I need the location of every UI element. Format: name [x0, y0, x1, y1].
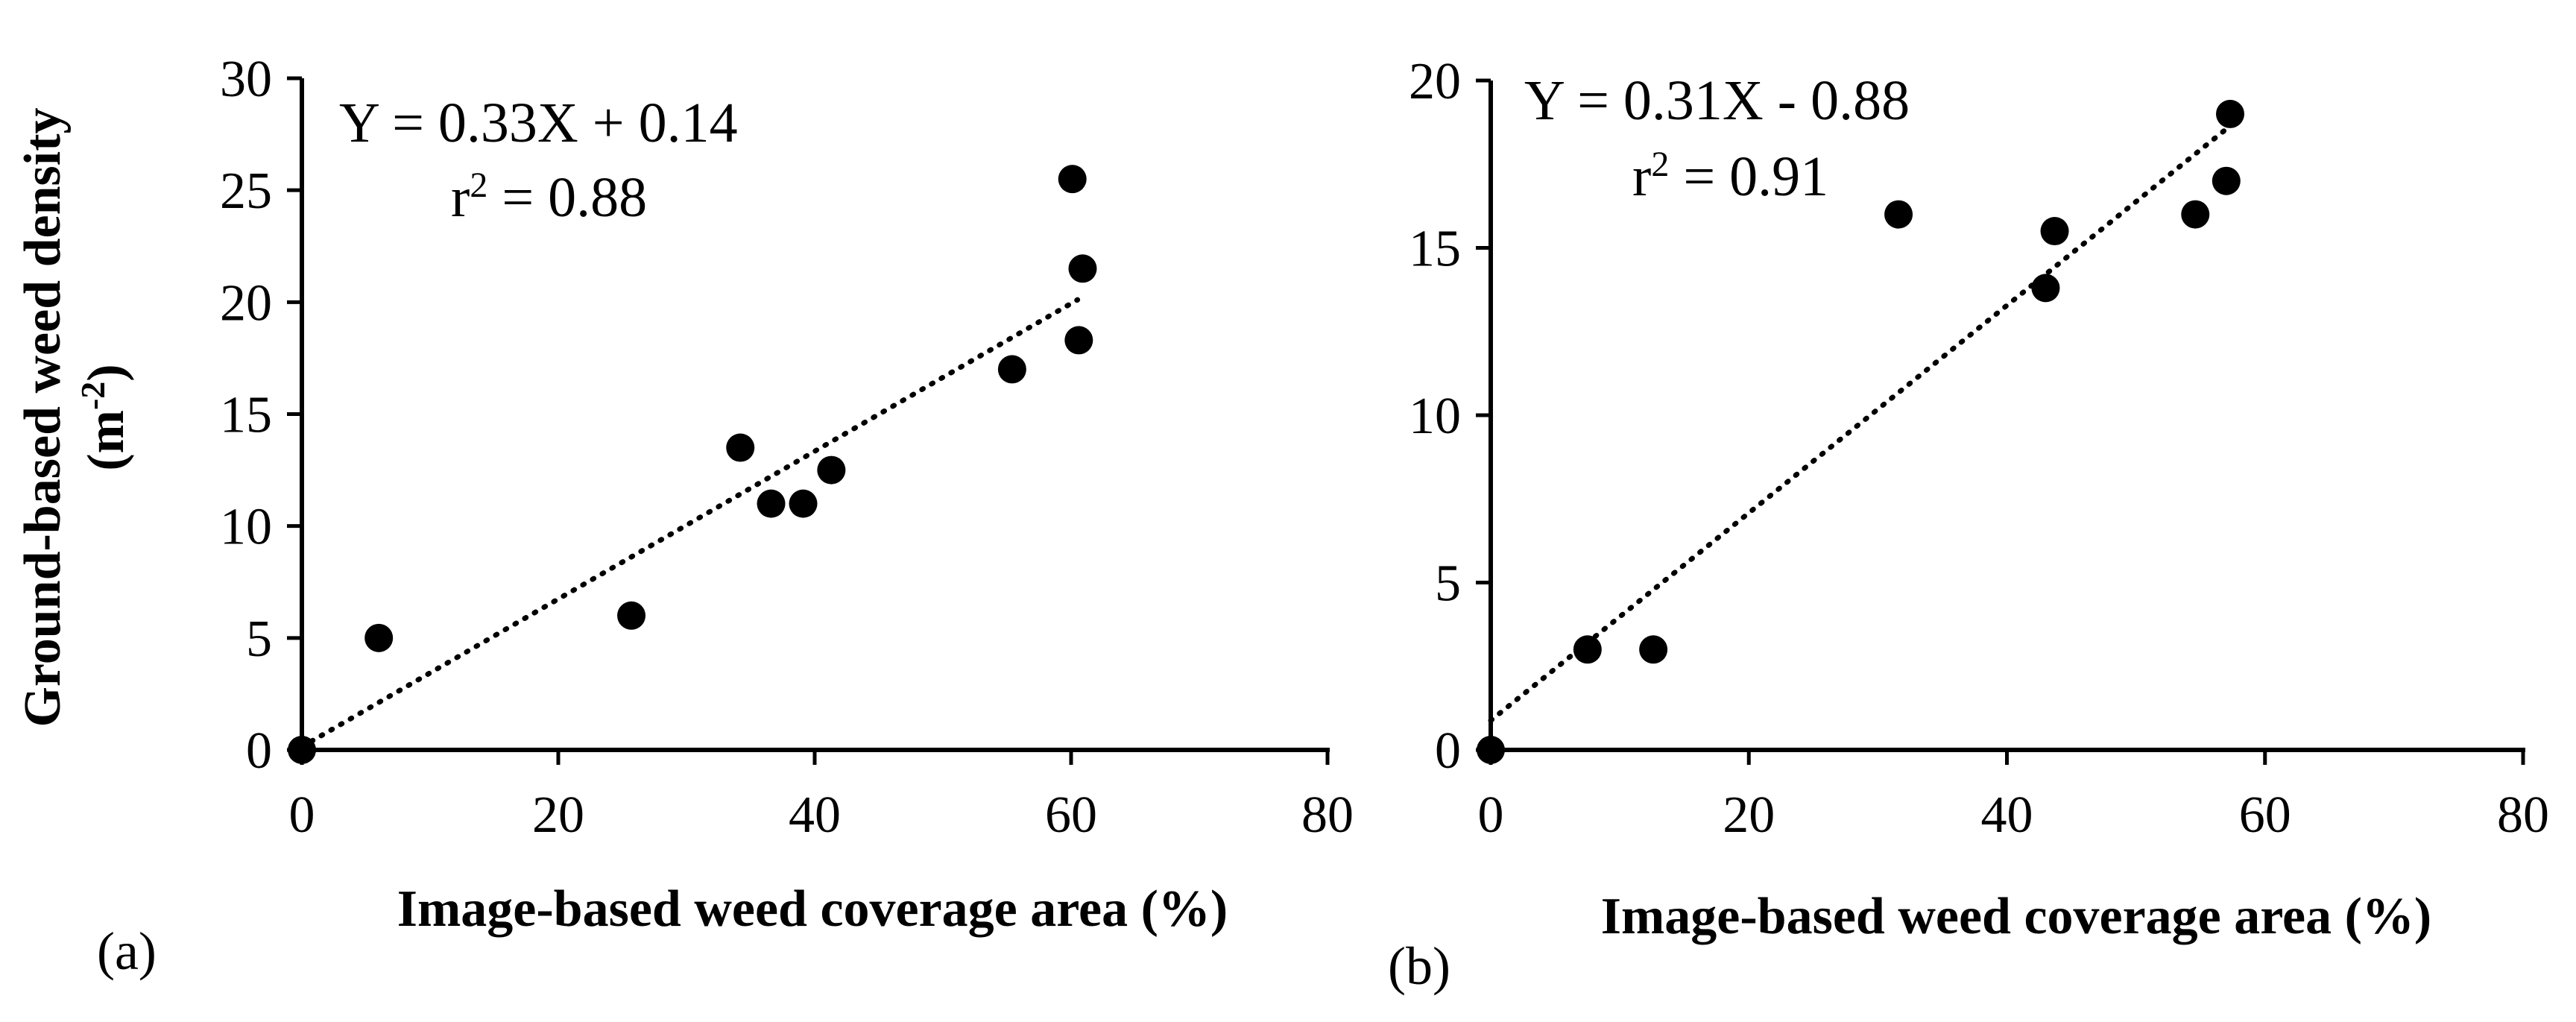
r-squared-exponent: 2	[1651, 145, 1669, 184]
data-point	[288, 736, 316, 764]
y-tick-label: 15	[220, 387, 272, 444]
regression-equation: Y = 0.31X - 0.88	[1524, 69, 1910, 132]
data-point	[617, 601, 646, 630]
r-squared-exponent: 2	[470, 165, 487, 205]
y-axis-label-unit-close: )	[78, 364, 135, 381]
x-tick-label: 0	[1478, 786, 1504, 844]
y-axis-label-unit-exponent: -2	[74, 382, 112, 410]
regression-equation: Y = 0.33X + 0.14	[339, 92, 738, 154]
y-axis-label-line1: Ground-based weed density	[14, 107, 72, 727]
data-point	[1639, 635, 1668, 664]
x-tick-label: 60	[2239, 786, 2291, 844]
x-tick-label: 20	[1723, 786, 1775, 844]
panel-label: (a)	[97, 921, 157, 981]
data-point	[2216, 99, 2245, 128]
y-tick-label: 20	[1409, 53, 1461, 110]
x-tick-label: 20	[532, 786, 584, 844]
r-squared-value: = 0.88	[487, 166, 647, 229]
y-axis-label: Ground-based weed density (m-2)	[14, 107, 135, 727]
y-tick-label: 20	[220, 274, 272, 332]
y-tick-label: 10	[220, 499, 272, 556]
data-point	[2212, 166, 2241, 195]
data-point	[2040, 217, 2069, 246]
r-squared-symbol: r	[1632, 145, 1651, 208]
data-point	[2181, 200, 2210, 229]
data-point	[997, 355, 1026, 384]
x-tick-label: 80	[1301, 786, 1354, 844]
data-point	[1573, 635, 1602, 664]
y-tick-label: 10	[1409, 388, 1461, 445]
y-tick-label: 15	[1409, 221, 1461, 278]
r-squared-value: = 0.91	[1669, 145, 1828, 208]
x-tick-label: 40	[1981, 786, 2033, 844]
data-point	[1058, 165, 1087, 194]
y-tick-label: 0	[1435, 722, 1461, 780]
data-point	[2031, 274, 2060, 303]
y-tick-label: 5	[1435, 555, 1461, 613]
x-tick-label: 40	[789, 786, 841, 844]
data-point	[726, 433, 755, 462]
data-point	[1068, 254, 1097, 283]
x-axis-label: Image-based weed coverage area (%)	[1601, 888, 2432, 945]
data-point	[1064, 326, 1093, 355]
data-point	[757, 489, 786, 518]
data-point	[1884, 200, 1913, 229]
x-tick-label: 0	[289, 786, 315, 844]
r-squared: r2 = 0.88	[451, 165, 647, 230]
data-point	[364, 623, 394, 652]
x-axis-label: Image-based weed coverage area (%)	[397, 880, 1228, 938]
y-tick-label: 30	[220, 51, 272, 108]
x-tick-label: 60	[1045, 786, 1097, 844]
y-axis-label-line2: (m-2)	[74, 364, 136, 470]
y-tick-label: 5	[246, 611, 272, 668]
data-point	[789, 489, 818, 518]
y-tick-label: 25	[220, 163, 272, 220]
panel-label: (b)	[1388, 936, 1450, 996]
r-squared: r2 = 0.91	[1632, 145, 1828, 209]
data-point	[817, 455, 846, 485]
chart-panel-b: Y = 0.31X - 0.88 r2 = 0.91 Image-based w…	[1388, 53, 2549, 996]
y-axis-label-unit: (m	[78, 410, 135, 471]
r-squared-symbol: r	[451, 166, 470, 229]
y-tick-label: 0	[246, 722, 272, 780]
x-tick-label: 80	[2497, 786, 2549, 844]
trendline	[1488, 123, 2233, 723]
data-point	[1477, 736, 1505, 764]
chart-panel-a: Ground-based weed density (m-2) Y = 0.33…	[14, 51, 1354, 981]
trendline	[299, 297, 1081, 750]
